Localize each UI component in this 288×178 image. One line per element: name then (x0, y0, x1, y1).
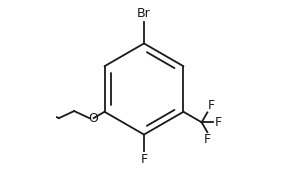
Text: F: F (204, 133, 211, 146)
Text: F: F (214, 116, 221, 129)
Text: Br: Br (137, 7, 151, 20)
Text: F: F (208, 99, 215, 112)
Text: F: F (141, 153, 147, 166)
Text: O: O (89, 112, 98, 125)
